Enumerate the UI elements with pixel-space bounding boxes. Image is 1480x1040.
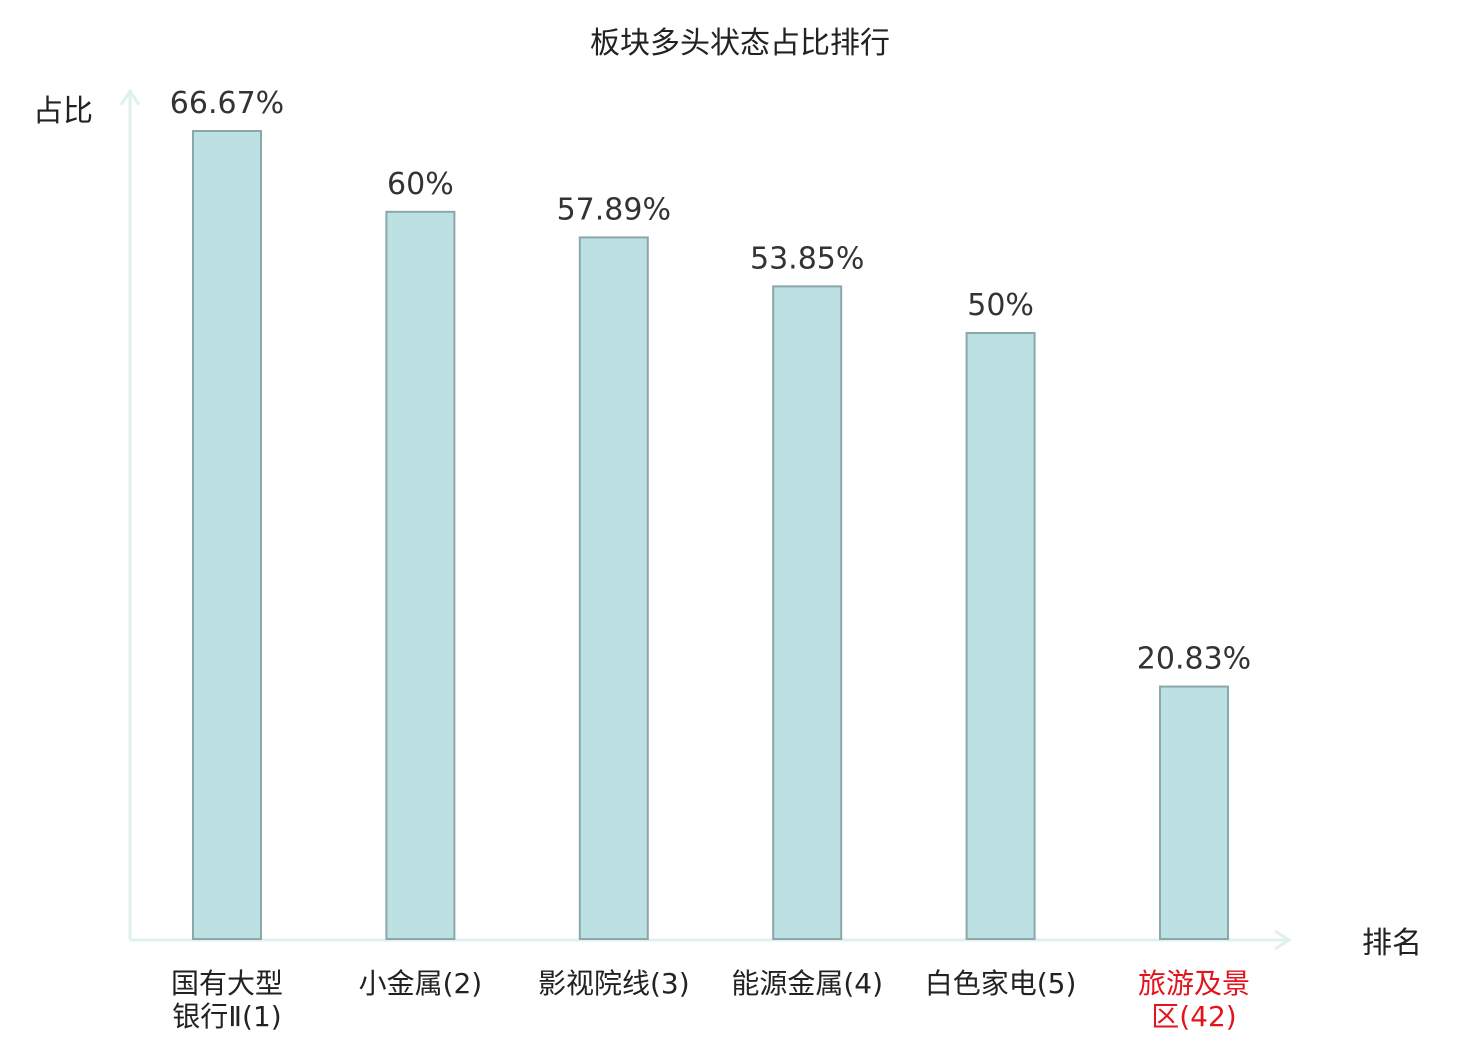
value-labels-group: 66.67% 60% 57.89% 53.85% 50% 20.83% (170, 86, 1251, 677)
category-label-1-line-2: 银行Ⅱ(1) (172, 1000, 281, 1033)
category-label-4-line-1: 能源金属(4) (731, 967, 883, 1000)
category-label-2: 小金属(2) (359, 967, 483, 1000)
category-label-6-line-2: 区(42) (1151, 1000, 1236, 1033)
axes (119, 88, 1292, 951)
y-axis-arrow (119, 88, 141, 106)
value-label-1: 66.67% (170, 86, 284, 121)
value-label-6: 20.83% (1137, 642, 1251, 677)
bar-3 (578, 236, 649, 941)
category-label-1: 国有大型银行Ⅱ(1) (171, 967, 283, 1033)
bar-2 (385, 210, 456, 940)
x-axis-arrow (1274, 929, 1292, 951)
value-label-5: 50% (967, 288, 1034, 323)
category-label-6-line-1: 旅游及景 (1138, 967, 1250, 1000)
category-label-5: 白色家电(5) (925, 967, 1077, 1000)
category-label-3: 影视院线(3) (538, 967, 690, 1000)
chart-title: 板块多头状态占比排行 (590, 26, 890, 61)
category-label-4: 能源金属(4) (731, 967, 883, 1000)
category-label-5-line-1: 白色家电(5) (925, 967, 1077, 1000)
bar-1 (192, 130, 262, 940)
category-label-6: 旅游及景区(42) (1138, 967, 1250, 1033)
value-label-3: 57.89% (557, 192, 671, 227)
category-label-1-line-1: 国有大型 (171, 967, 283, 1000)
value-label-2: 60% (387, 167, 454, 202)
category-label-3-line-1: 影视院线(3) (538, 967, 690, 1000)
bars-group (192, 130, 1229, 941)
bar-5 (965, 332, 1036, 941)
category-label-2-line-1: 小金属(2) (359, 967, 483, 1000)
value-label-4: 53.85% (750, 241, 864, 276)
y-axis-title: 占比 (33, 94, 93, 129)
bar-6 (1159, 685, 1229, 941)
bar-4 (772, 285, 843, 941)
x-axis-title: 排名 (1362, 926, 1422, 961)
category-labels-group: 国有大型银行Ⅱ(1) 小金属(2) 影视院线(3) 能源金属(4) 白色家电(5) 旅游及… (171, 967, 1250, 1033)
